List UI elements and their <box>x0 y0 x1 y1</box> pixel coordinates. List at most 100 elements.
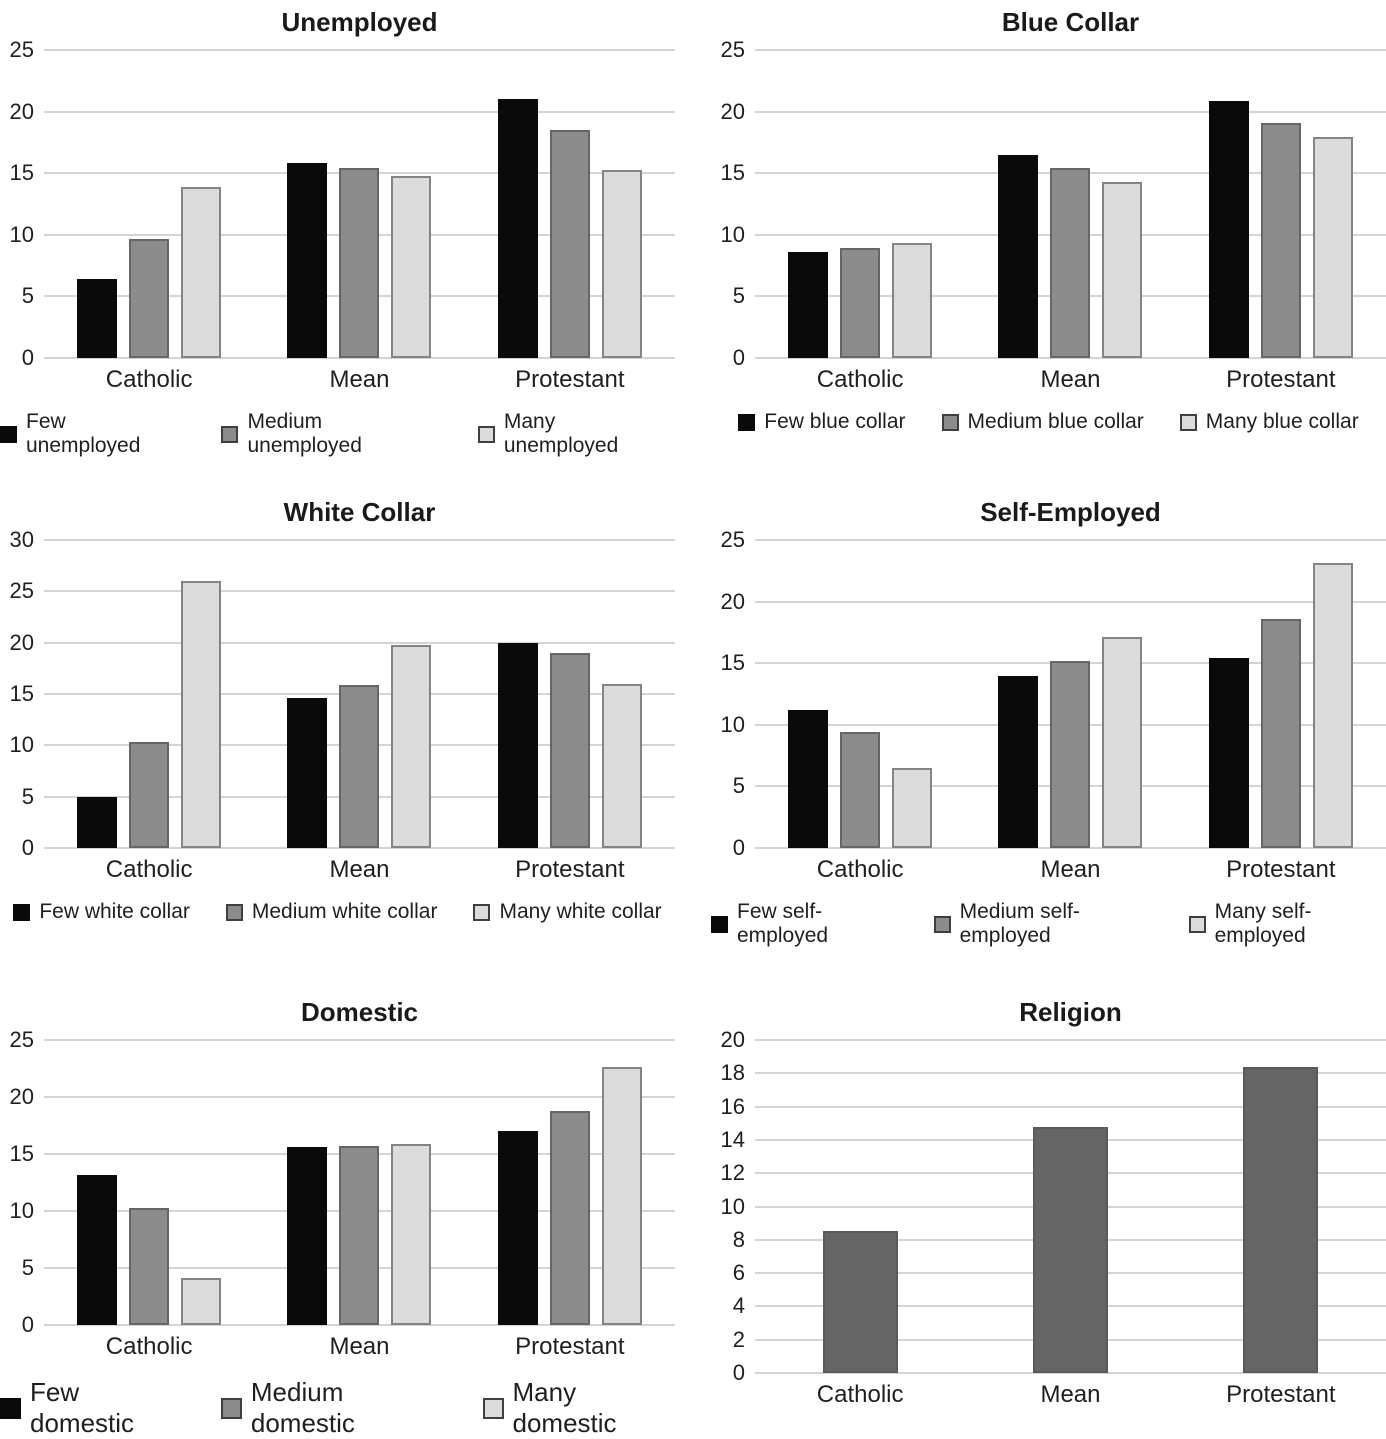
legend: Few unemployed Medium unemployed Many unem… <box>0 410 675 458</box>
bar <box>788 252 829 358</box>
plot <box>755 1039 1386 1374</box>
legend-item: Medium unemployed <box>221 410 441 458</box>
y-axis-tick-label: 0 <box>21 1312 34 1337</box>
gridline <box>755 357 1386 359</box>
y-axis-tick-label: 2 <box>732 1326 745 1352</box>
bar <box>892 243 933 358</box>
y-axis-tick-label: 20 <box>720 588 745 614</box>
bar <box>788 710 829 848</box>
y-axis-tick-label: 10 <box>720 221 745 247</box>
bar <box>391 1143 432 1325</box>
bar-group-mean <box>965 50 1175 358</box>
plot-area: 0 5 10 15 20 25 <box>711 529 1386 859</box>
legend-marker-icon <box>1179 413 1197 431</box>
chart-title: Domestic <box>300 997 419 1027</box>
bar-group-protestant <box>465 540 675 848</box>
legend: Few white collar Medium white collar Many … <box>0 900 675 924</box>
bar-groups <box>755 50 1386 358</box>
bar <box>1050 168 1091 358</box>
legend-marker-icon <box>221 425 239 443</box>
gridline <box>755 1039 1386 1041</box>
chart-title: Religion <box>1019 997 1122 1027</box>
y-axis-tick-label: 30 <box>9 527 34 552</box>
gridline <box>755 49 1386 51</box>
bar <box>1102 181 1143 358</box>
y-axis-tick-label: 25 <box>9 1027 34 1052</box>
bar-group-protestant <box>1176 540 1386 848</box>
y-axis-tick-label: 4 <box>732 1293 745 1319</box>
legend: Few self-employed Medium self-employed Man… <box>711 900 1386 948</box>
legend-item: Medium self-employed <box>933 900 1153 948</box>
legend-label: Many white collar <box>499 900 662 923</box>
bar <box>181 186 222 358</box>
legend-marker-icon <box>941 413 959 431</box>
y-axis: 0 2 4 6 8 10 12 14 16 18 20 <box>711 1029 755 1384</box>
bar-group-mean <box>254 50 464 358</box>
gridline <box>755 1372 1386 1374</box>
y-axis: 0 5 10 15 20 25 <box>0 1029 44 1336</box>
y-axis-tick-label: 5 <box>21 283 34 309</box>
bar <box>129 1207 170 1325</box>
chart-self-employed: Self-Employed 0 5 10 15 20 25 Catholic Mean Prote… <box>711 490 1386 990</box>
bar <box>129 742 170 848</box>
bar-group-mean <box>254 1040 464 1325</box>
legend-label: Medium blue collar <box>967 410 1144 433</box>
bar <box>1050 660 1091 848</box>
bar <box>822 1231 898 1373</box>
bar-group-mean <box>254 540 464 848</box>
plot-area: 0 5 10 15 20 25 <box>0 1029 675 1336</box>
x-axis-category-label: Catholic <box>816 366 904 393</box>
y-axis-tick-label: 16 <box>720 1093 745 1119</box>
legend-label: Few domestic <box>30 1377 135 1438</box>
y-axis-tick-label: 25 <box>9 578 34 604</box>
y-axis-tick-label: 0 <box>732 835 745 860</box>
y-axis-tick-label: 5 <box>732 283 745 309</box>
x-axis-labels: Catholic Mean Protestant <box>44 366 675 394</box>
legend-item: Many self-employed <box>1188 900 1386 948</box>
plot <box>755 49 1386 359</box>
y-axis-tick-label: 20 <box>720 1027 745 1052</box>
legend-item: Medium domestic <box>220 1377 441 1439</box>
y-axis: 0 5 10 15 20 25 <box>711 39 755 369</box>
legend-label: Many self-employed <box>1214 900 1312 947</box>
x-axis-category-label: Catholic <box>816 856 904 883</box>
legend-label: Many unemployed <box>503 410 619 457</box>
bar-group-protestant <box>465 1040 675 1325</box>
plot <box>755 539 1386 849</box>
bar <box>998 675 1039 848</box>
bar <box>287 698 328 848</box>
chart-religion: Religion 0 2 4 6 8 10 12 14 16 18 20 Catholic Mean Pro… <box>711 990 1386 1439</box>
legend-label: Many blue collar <box>1205 410 1359 433</box>
chart-unemployed: Unemployed 0 5 10 15 20 25 Catholic Mean Protesta… <box>0 0 675 490</box>
bar-group-catholic <box>755 540 965 848</box>
legend-label: Few unemployed <box>26 410 141 457</box>
bar <box>549 130 590 358</box>
y-axis-tick-label: 25 <box>720 37 745 62</box>
bar-group-catholic <box>755 1040 965 1373</box>
bar <box>892 767 933 848</box>
legend-marker-icon <box>933 915 951 933</box>
y-axis-tick-label: 10 <box>720 711 745 737</box>
bar <box>601 683 642 848</box>
legend-label: Many domestic <box>512 1377 617 1438</box>
legend-marker-icon <box>711 915 728 933</box>
y-axis-tick-label: 0 <box>732 1360 745 1385</box>
bar-group-mean <box>965 1040 1175 1373</box>
chart-white-collar: White Collar 0 5 10 15 20 25 30 Catholic Mean Prot… <box>0 490 675 990</box>
gridline <box>755 1105 1386 1108</box>
gridline <box>44 357 675 359</box>
chart-title: Self-Employed <box>980 497 1161 527</box>
plot <box>44 49 675 359</box>
legend-item: Many blue collar <box>1179 410 1359 434</box>
x-axis-category-label: Mean <box>1040 366 1101 393</box>
bar-group-protestant <box>465 50 675 358</box>
bar-group-protestant <box>1176 1040 1386 1373</box>
bar <box>287 1147 328 1325</box>
y-axis-tick-label: 12 <box>720 1160 745 1186</box>
y-axis-tick-label: 25 <box>9 37 34 62</box>
y-axis-tick-label: 20 <box>9 629 34 655</box>
y-axis-tick-label: 8 <box>732 1226 745 1252</box>
chart-title: Unemployed <box>281 7 438 37</box>
y-axis-tick-label: 5 <box>21 783 34 809</box>
